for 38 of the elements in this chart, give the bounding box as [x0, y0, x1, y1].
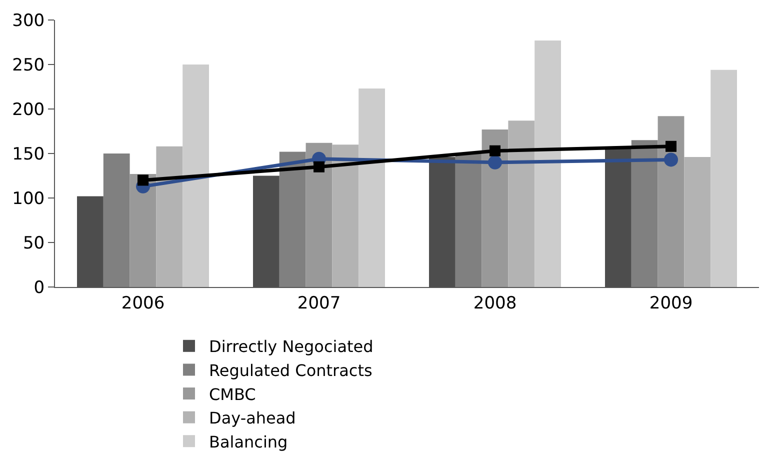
bar	[631, 140, 658, 287]
bar	[103, 154, 130, 287]
bar	[684, 157, 711, 287]
point	[138, 174, 148, 186]
point	[490, 145, 500, 156]
x-tick-label: 2009	[649, 293, 693, 314]
bar	[508, 120, 535, 287]
legend-label: Day-ahead	[209, 408, 296, 428]
bar	[156, 146, 183, 287]
bar	[332, 144, 359, 287]
point	[666, 140, 676, 152]
bar	[279, 152, 306, 287]
x-tick-label: 2008	[473, 293, 517, 314]
bar	[534, 40, 561, 287]
legend-label: CMBC	[209, 384, 256, 404]
x-tick-label: 2007	[297, 293, 341, 314]
bar	[710, 70, 737, 287]
y-tick-label: 300	[12, 10, 45, 31]
legend-label: Dirrectly Negociated	[209, 337, 374, 356]
bar	[455, 154, 482, 287]
point	[664, 152, 678, 167]
bar	[130, 174, 156, 287]
y-tick-label: 150	[12, 144, 45, 164]
point	[314, 161, 324, 172]
y-tick-label: 0	[34, 278, 45, 298]
legend-label: Regulated Contracts	[209, 360, 372, 380]
point	[488, 155, 502, 170]
bar	[482, 129, 508, 287]
bar	[358, 88, 385, 287]
y-tick-label: 100	[12, 188, 45, 209]
y-tick-label: 200	[12, 100, 45, 120]
y-tick-label: 250	[12, 55, 45, 76]
bar	[182, 64, 209, 287]
y-tick-label: 50	[22, 233, 45, 254]
x-tick-label: 2006	[121, 293, 165, 314]
bar	[306, 142, 332, 287]
bar	[658, 116, 684, 287]
legend-label: Balancing	[209, 432, 288, 452]
